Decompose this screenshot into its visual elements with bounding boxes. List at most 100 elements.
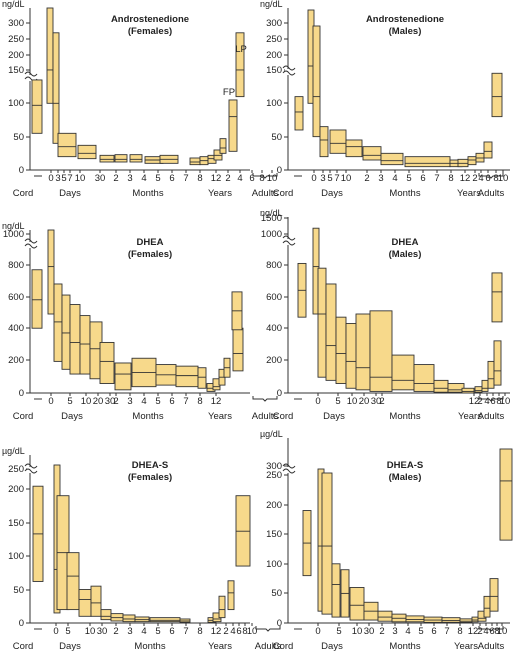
chart-title: Androstenedione (366, 14, 444, 25)
range-box (66, 552, 80, 611)
range-box (218, 595, 226, 619)
x-tick-label: 10 (247, 626, 258, 637)
x-group-label: Days (321, 188, 343, 199)
x-tick-label: 2 (113, 173, 118, 184)
range-box (345, 139, 363, 158)
x-group-label: Adults (252, 188, 279, 199)
x-group-label: Adults (478, 411, 505, 422)
range-box (321, 472, 333, 615)
x-tick-label: 7 (183, 626, 188, 637)
range-box (294, 96, 304, 131)
range-box (404, 156, 451, 168)
x-tick-label: 2 (225, 173, 230, 184)
range-box (369, 310, 393, 392)
x-tick-label: 5 (155, 626, 160, 637)
chart-panel-1: 050100150200250300ng/dLAndrostenedione(F… (2, 0, 278, 199)
x-group-label: Months (132, 411, 163, 422)
x-group-label: Months (132, 188, 163, 199)
annotation-fp: FP (223, 87, 235, 98)
x-tick-label: 2 (223, 626, 228, 637)
x-tick-label: 4 (405, 626, 410, 637)
x-tick-label: 30 (95, 173, 106, 184)
y-unit-label: ng/dL (260, 208, 283, 218)
range-box (329, 129, 347, 154)
chart-title: DHEA-S (387, 460, 423, 471)
range-box (317, 267, 327, 378)
x-tick-label: 10 (498, 173, 509, 184)
range-box (228, 99, 238, 152)
x-tick-label: 10 (500, 396, 511, 407)
x-tick-label: 5 (406, 173, 411, 184)
y-tick-label: 1500 (261, 213, 282, 224)
x-tick-label: 0 (48, 173, 53, 184)
range-box (232, 327, 244, 372)
y-tick-label: 0 (277, 388, 282, 399)
x-tick-label: 7 (444, 626, 449, 637)
range-box (61, 294, 71, 370)
x-tick-label: 6 (489, 626, 494, 637)
x-tick-label: 5 (155, 173, 160, 184)
x-group-label: Months (389, 411, 420, 422)
x-tick-label: 8 (197, 396, 202, 407)
axis-break-mark (24, 71, 38, 77)
range-box (90, 585, 102, 617)
range-box (461, 387, 475, 394)
x-tick-label: 8 (242, 626, 247, 637)
x-group-label: Years (457, 188, 481, 199)
x-tick-label: 5 (418, 626, 423, 637)
y-tick-label: 400 (266, 323, 282, 334)
range-box (235, 32, 245, 98)
y-tick-label: 100 (8, 551, 24, 562)
y-tick-label: 100 (8, 98, 24, 109)
x-group-label: Years (458, 411, 482, 422)
axis-break-mark (24, 463, 38, 469)
x-tick-label: 3 (127, 396, 132, 407)
chart-subtitle: (Males) (389, 249, 422, 260)
range-box (335, 316, 347, 384)
y-tick-label: 400 (8, 323, 24, 334)
x-tick-label: 30 (105, 396, 116, 407)
x-tick-label: 8 (448, 173, 453, 184)
range-box (122, 614, 136, 623)
x-group-label: Years (208, 641, 232, 652)
range-box (474, 386, 483, 393)
range-box (100, 609, 112, 621)
range-box (319, 126, 329, 158)
y-tick-label: 200 (8, 50, 24, 61)
range-box (489, 578, 499, 612)
range-box (491, 272, 503, 323)
x-group-label: Years (208, 411, 232, 422)
range-box (325, 283, 337, 381)
range-box (79, 315, 91, 375)
axis-break-mark (282, 463, 296, 469)
x-tick-label: 2 (364, 173, 369, 184)
x-tick-label: 3 (127, 173, 132, 184)
range-box (46, 7, 54, 104)
x-tick-label: 4 (478, 173, 483, 184)
x-tick-label: 0 (311, 173, 316, 184)
range-box (481, 379, 489, 392)
x-tick-label: 7 (434, 173, 439, 184)
x-tick-label: 4 (483, 626, 488, 637)
adults-brace (478, 173, 504, 179)
x-tick-label: 2 (472, 173, 477, 184)
x-tick-label: 0 (315, 626, 320, 637)
adults-brace (252, 173, 278, 179)
chart-subtitle: (Females) (128, 249, 172, 260)
x-tick-label: 3 (127, 626, 132, 637)
range-box (349, 587, 365, 621)
x-tick-label: 10 (497, 626, 508, 637)
x-tick-label: 3 (320, 173, 325, 184)
x-tick-label: 2 (113, 626, 118, 637)
range-box (483, 595, 491, 618)
chart-panel-2: 050100150200250300ng/dLAndrostenedione(M… (260, 0, 510, 199)
x-tick-label: 12 (469, 396, 480, 407)
range-box (149, 617, 181, 623)
y-tick-label: 1000 (3, 229, 24, 240)
y-tick-label: 800 (266, 260, 282, 271)
y-tick-label: 300 (266, 461, 282, 472)
range-box (57, 132, 77, 158)
x-tick-label: 30 (97, 626, 108, 637)
